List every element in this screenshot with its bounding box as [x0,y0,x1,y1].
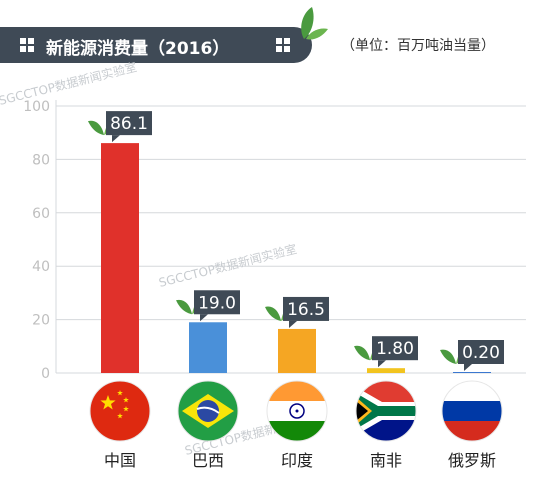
flags [89,380,503,442]
bar [453,372,491,373]
data-label-pointer [378,360,386,368]
data-label-pointer [112,135,120,143]
data-label-callout: 0.20 [440,340,504,371]
data-label-box [106,111,152,136]
china-flag-icon [90,381,150,441]
y-tick-label: 20 [32,313,50,329]
data-label: 86.1 [110,114,148,134]
bar [278,328,316,373]
russia-flag-icon [442,381,502,441]
bar [101,143,139,373]
data-label-pointer [464,364,472,371]
data-label-box [283,296,329,321]
data-label-callout: 1.80 [354,336,418,368]
watermark-text: SGCCTOP数据新闻实验室 [0,59,138,108]
data-label: 16.5 [287,300,325,320]
data-label: 1.80 [376,339,414,359]
x-axis-categories: 中国 巴西 印度 南非 俄罗斯 [104,451,496,470]
category-label: 南非 [370,451,402,470]
bar [189,322,227,373]
y-tick-label: 100 [23,99,50,115]
category-label: 巴西 [192,451,224,470]
y-tick-label: 80 [32,152,50,168]
data-label-pointer [200,314,208,322]
flag-outline [441,380,503,442]
data-label-box [194,290,240,315]
title-banner: 新能源消费量（2016） [0,27,312,63]
watermark-text: SGCCTOP数据新闻实验室 [157,241,298,290]
bars [101,143,491,373]
category-label: 中国 [104,451,136,470]
india-flag-icon [267,381,327,441]
y-axis-ticks: 0 20 40 60 80 100 [23,99,50,382]
data-labels: 86.1 19.0 16.5 1.80 0.20 [88,111,504,371]
unit-label: （单位：百万吨油当量） [341,38,495,54]
category-label: 俄罗斯 [448,451,496,470]
data-label-box [372,336,418,361]
data-label-callout: 19.0 [176,290,240,322]
category-label: 印度 [281,451,313,470]
flag-outline [89,380,151,442]
y-tick-label: 40 [32,259,50,275]
grid-square-icon [20,38,34,52]
flag-outline [355,380,417,442]
flag-outline [177,380,239,442]
brazil-flag-icon [178,381,238,441]
data-label-callout: 16.5 [265,296,329,328]
data-label-box [458,340,504,364]
chart-title: 新能源消费量（2016） [46,39,230,59]
data-label: 0.20 [462,343,500,363]
grid-square-icon [276,38,290,52]
bar [367,368,405,373]
data-label-callout: 86.1 [88,111,152,143]
data-label: 19.0 [198,293,236,313]
leaf-icon [301,7,328,40]
data-label-pointer [289,320,297,328]
flag-outline [266,380,328,442]
y-tick-label: 60 [32,206,50,222]
y-tick-label: 0 [41,366,50,382]
